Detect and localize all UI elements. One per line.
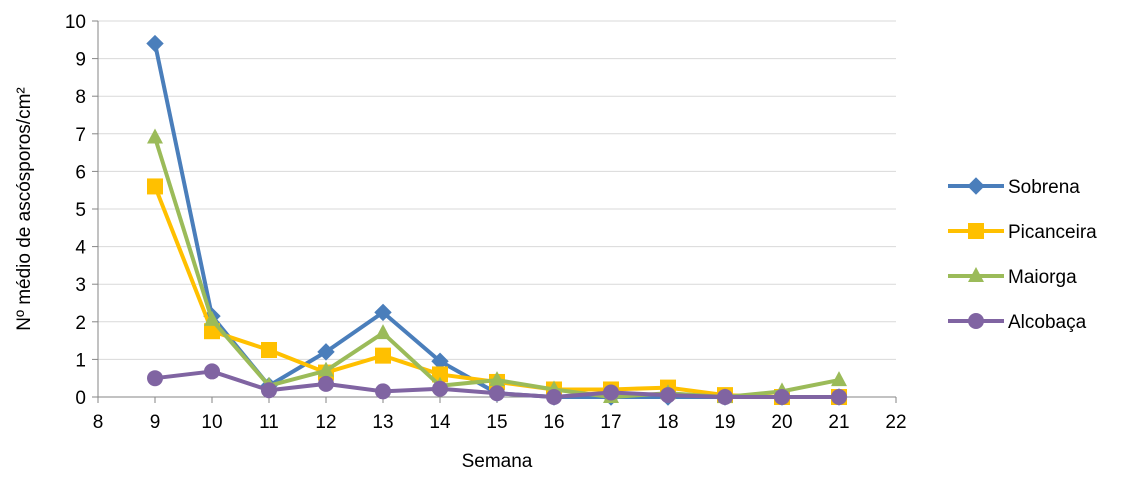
data-point — [546, 389, 562, 405]
data-point — [489, 371, 505, 387]
x-tick-label: 18 — [657, 412, 678, 433]
gridlines — [98, 20, 896, 360]
x-tick-label: 22 — [885, 412, 906, 433]
data-point — [204, 363, 220, 380]
legend: Sobrena Picanceira Maiorga Alcobaça — [948, 177, 1097, 333]
data-point — [375, 383, 391, 400]
legend-marker — [968, 267, 984, 282]
x-tick-labels: 8 9 10 11 12 13 14 15 16 17 18 19 20 21 22 — [93, 412, 907, 433]
series-line — [153, 185, 839, 399]
data-point — [147, 370, 163, 387]
legend-marker — [967, 177, 985, 195]
data-point — [318, 361, 334, 377]
y-tick-label: 3 — [75, 275, 86, 296]
data-point — [774, 389, 790, 405]
x-tick-label: 20 — [771, 412, 792, 433]
data-point — [660, 387, 676, 404]
series-picanceira — [147, 178, 847, 405]
legend-item: Picanceira — [948, 222, 1097, 243]
data-point — [603, 384, 619, 401]
legend-item: Alcobaça — [948, 312, 1087, 333]
data-point — [318, 375, 334, 392]
data-point — [261, 342, 277, 358]
x-tick-label: 13 — [372, 412, 393, 433]
legend-item: Sobrena — [948, 177, 1080, 198]
data-point — [147, 128, 163, 144]
x-tick-label: 15 — [486, 412, 507, 433]
x-axis-label: Semana — [462, 451, 533, 472]
data-point — [317, 343, 335, 361]
data-point — [489, 385, 505, 402]
y-axis-label: Nº médio de ascósporos/cm² — [14, 87, 35, 330]
x-tick-label: 14 — [429, 412, 451, 433]
legend-marker — [968, 313, 984, 329]
data-point — [831, 389, 847, 405]
data-point — [432, 366, 448, 383]
data-point — [375, 347, 391, 364]
y-tick-label: 9 — [75, 50, 86, 71]
y-tick-label: 4 — [75, 238, 86, 259]
y-tick-label: 2 — [75, 313, 86, 334]
x-tick-label: 19 — [714, 412, 735, 433]
legend-item: Maiorga — [948, 267, 1077, 288]
y-tick-label: 8 — [75, 87, 86, 108]
x-tick-label: 16 — [543, 412, 564, 433]
series-line — [153, 136, 840, 399]
y-tick-label: 0 — [75, 388, 86, 409]
data-point — [375, 324, 391, 340]
series-sobrena — [146, 34, 848, 406]
series-group — [146, 34, 848, 406]
y-tick-label: 1 — [75, 350, 86, 371]
y-tick-label: 7 — [75, 125, 86, 146]
x-tick-label: 9 — [150, 412, 161, 433]
x-tick-label: 21 — [828, 412, 849, 433]
series-alcobaca — [147, 363, 847, 405]
data-point — [147, 178, 163, 195]
x-tick-label: 11 — [259, 412, 279, 433]
y-tick-labels: 0 1 2 3 4 5 6 7 8 9 10 — [65, 12, 87, 409]
legend-marker — [968, 223, 984, 239]
x-tick-label: 10 — [201, 412, 222, 433]
data-point — [374, 303, 392, 322]
legend-label: Alcobaça — [1008, 312, 1087, 333]
x-tick-label: 12 — [315, 412, 336, 433]
x-tick-label: 17 — [600, 412, 621, 433]
data-point — [717, 389, 733, 405]
y-tick-label: 6 — [75, 162, 86, 183]
axes — [92, 20, 897, 403]
data-point — [146, 34, 164, 53]
y-tick-label: 10 — [65, 12, 86, 33]
data-point — [204, 310, 220, 326]
data-point — [432, 380, 448, 397]
legend-label: Maiorga — [1008, 267, 1077, 288]
data-point — [831, 371, 847, 387]
x-tick-label: 8 — [93, 412, 104, 433]
legend-label: Sobrena — [1008, 177, 1080, 198]
data-point — [261, 382, 277, 399]
y-tick-label: 5 — [75, 200, 86, 221]
legend-label: Picanceira — [1008, 222, 1097, 243]
